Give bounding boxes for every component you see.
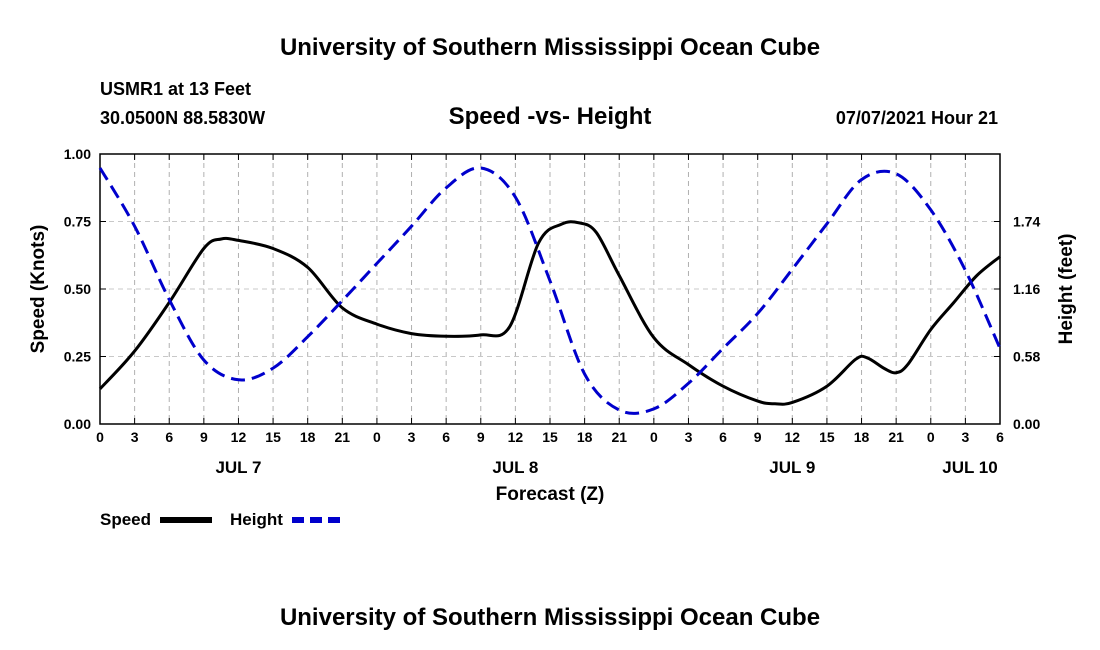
x-axis-label: Forecast (Z) — [496, 484, 605, 505]
x-tick-label: 0 — [96, 429, 104, 445]
y2-tick-label: 1.16 — [1013, 281, 1040, 297]
station-coords: 30.0500N 88.5830W — [100, 108, 265, 128]
x-tick-label: 21 — [335, 429, 351, 445]
y2-tick-label: 1.74 — [1013, 214, 1040, 230]
forecast-datetime: 07/07/2021 Hour 21 — [836, 108, 998, 128]
x-tick-label: 9 — [754, 429, 762, 445]
x-tick-label: 6 — [996, 429, 1004, 445]
top-title: University of Southern Mississippi Ocean… — [280, 34, 820, 61]
grid-lines — [100, 154, 1000, 424]
height-series-line — [98, 166, 1002, 415]
x-tick-label: 21 — [611, 429, 627, 445]
chart-title: Speed -vs- Height — [449, 103, 652, 130]
x-tick-label: 3 — [131, 429, 139, 445]
x-tick-label: 12 — [508, 429, 524, 445]
axis-ticks: 0 3 6 9 12 15 18 21 0 3 6 9 12 15 18 21 0 3 6 9 12 15 18 21 0 3 6 J… — [64, 146, 1041, 477]
x-tick-label: 0 — [650, 429, 658, 445]
x-tick-label: 0 — [927, 429, 935, 445]
x-tick-label: 12 — [785, 429, 801, 445]
x-tick-label: 3 — [685, 429, 693, 445]
y2-tick-label: 0.00 — [1013, 416, 1040, 432]
bottom-title: University of Southern Mississippi Ocean… — [280, 604, 820, 631]
y2-axis-label: Height (feet) — [1056, 234, 1077, 345]
speed-series-line — [98, 220, 1001, 406]
x-tick-label: 15 — [819, 429, 835, 445]
x-tick-label: 18 — [854, 429, 870, 445]
y-tick-label: 0.50 — [64, 281, 91, 297]
x-tick-label: 0 — [373, 429, 381, 445]
series-lines — [98, 166, 1002, 415]
x-tick-label: 9 — [200, 429, 208, 445]
legend-speed-label: Speed — [100, 510, 151, 529]
legend: Speed Height — [100, 510, 342, 529]
y-tick-label: 0.00 — [64, 416, 91, 432]
y-tick-label: 1.00 — [64, 146, 91, 162]
x-tick-label: 15 — [265, 429, 281, 445]
y-tick-label: 0.75 — [64, 214, 91, 230]
y-axis-label: Speed (Knots) — [28, 225, 49, 354]
date-label: JUL 8 — [492, 458, 538, 477]
y-tick-label: 0.25 — [64, 349, 91, 365]
x-tick-label: 6 — [165, 429, 173, 445]
x-tick-label: 12 — [231, 429, 247, 445]
x-tick-label: 6 — [442, 429, 450, 445]
y2-tick-label: 0.58 — [1013, 349, 1040, 365]
x-tick-label: 3 — [961, 429, 969, 445]
x-tick-label: 3 — [408, 429, 416, 445]
station-label: USMR1 at 13 Feet — [100, 79, 251, 99]
x-tick-label: 21 — [888, 429, 904, 445]
date-label: JUL 9 — [769, 458, 815, 477]
x-tick-label: 18 — [300, 429, 316, 445]
x-tick-label: 15 — [542, 429, 558, 445]
date-label: JUL 7 — [215, 458, 261, 477]
date-label: JUL 10 — [942, 458, 997, 477]
x-tick-label: 6 — [719, 429, 727, 445]
x-tick-label: 9 — [477, 429, 485, 445]
legend-height-label: Height — [230, 510, 283, 529]
x-tick-label: 18 — [577, 429, 593, 445]
